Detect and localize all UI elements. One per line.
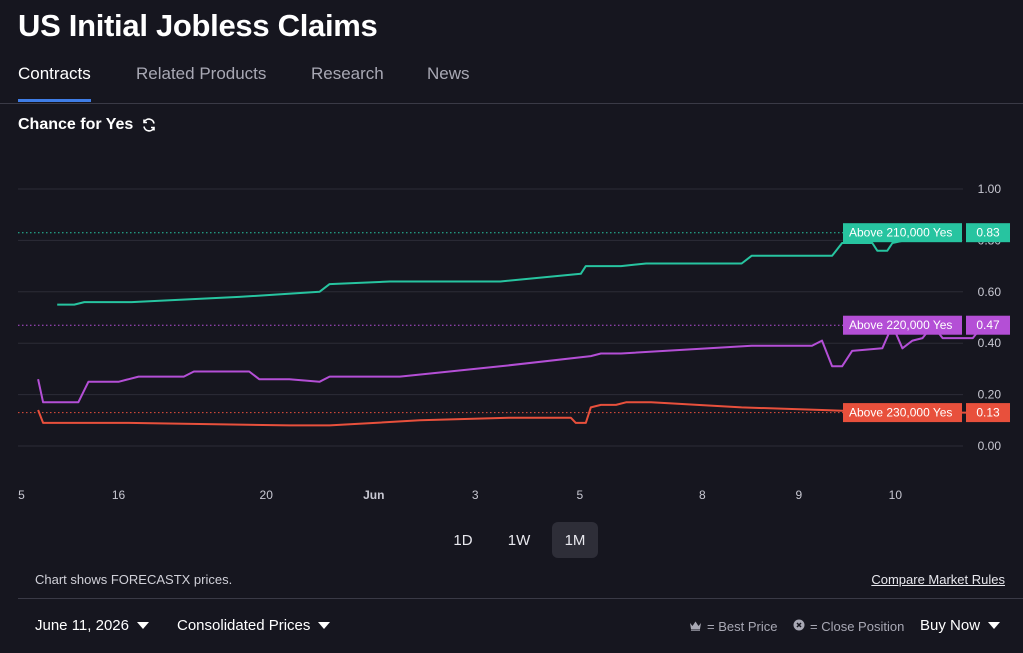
tab-contracts[interactable]: Contracts (18, 64, 91, 83)
series-line (37, 401, 983, 427)
refresh-icon[interactable] (141, 117, 157, 133)
series-label-text: Above 230,000 Yes (849, 406, 952, 420)
current-value-tag (966, 315, 1010, 335)
series-label-text: Above 210,000 Yes (849, 226, 952, 240)
chance-chart: 1.000.800.600.400.200.0051620Jun358910Ab… (18, 182, 1010, 502)
tab-related-products[interactable]: Related Products (136, 64, 267, 83)
series-label-tag (843, 403, 962, 423)
x-tick-label: 5 (576, 488, 583, 502)
x-tick-label: 8 (699, 488, 706, 502)
crown-icon (689, 619, 702, 634)
price-mode-dropdown[interactable]: Consolidated Prices (177, 617, 331, 634)
x-tick-label: 20 (260, 488, 274, 502)
range-1m-button[interactable]: 1M (552, 522, 598, 558)
chevron-down-icon (988, 622, 1001, 629)
buy-now-label: Buy Now (920, 617, 981, 634)
series-label-tag (843, 315, 962, 335)
x-tick-label: Jun (363, 488, 384, 502)
best-price-label: = Best Price (707, 619, 778, 634)
x-tick-label: 10 (889, 488, 903, 502)
x-tick-label: 9 (796, 488, 803, 502)
chart-header: Chance for Yes (18, 116, 157, 134)
footer-bar: June 11, 2026 Consolidated Prices = Best… (18, 598, 1023, 653)
date-value: June 11, 2026 (35, 617, 129, 634)
chance-label: Chance for Yes (18, 116, 134, 133)
chevron-down-icon (318, 622, 331, 629)
y-tick-label: 0.20 (978, 388, 1002, 402)
current-value-tag (966, 403, 1010, 423)
current-value-text: 0.13 (976, 406, 1000, 420)
close-position-label: = Close Position (810, 619, 905, 634)
tab-news[interactable]: News (427, 64, 470, 83)
price-mode-value: Consolidated Prices (177, 617, 311, 634)
compare-market-rules-link[interactable]: Compare Market Rules (871, 572, 1005, 587)
x-tick-label: 3 (472, 488, 479, 502)
range-1w-button[interactable]: 1W (507, 531, 531, 549)
series-line (37, 324, 984, 404)
y-tick-label: 0.00 (978, 439, 1002, 453)
series-label-text: Above 220,000 Yes (849, 318, 952, 332)
y-tick-label: 0.40 (978, 336, 1002, 350)
series-label-tag (843, 223, 962, 243)
y-tick-label: 1.00 (978, 182, 1002, 196)
current-value-text: 0.83 (976, 226, 1000, 240)
tab-research[interactable]: Research (311, 64, 384, 83)
best-price-legend: = Best Price (689, 619, 777, 634)
buy-now-dropdown[interactable]: Buy Now (920, 617, 1001, 634)
range-selector: 1D 1W 1M (440, 522, 598, 558)
close-circle-icon (793, 619, 805, 634)
x-tick-label: 16 (112, 488, 126, 502)
close-position-legend: = Close Position (793, 619, 904, 634)
range-1d-button[interactable]: 1D (453, 531, 473, 549)
page-title: US Initial Jobless Claims (18, 8, 378, 43)
chevron-down-icon (136, 622, 149, 629)
date-dropdown[interactable]: June 11, 2026 (35, 617, 149, 634)
series-line (57, 231, 933, 306)
current-value-text: 0.47 (976, 318, 1000, 332)
prices-note: Chart shows FORECASTX prices. (35, 572, 233, 587)
current-value-tag (966, 223, 1010, 243)
active-tab-indicator (18, 99, 91, 102)
y-tick-label: 0.60 (978, 285, 1002, 299)
tab-bar: Contracts Related Products Research News (0, 58, 1023, 104)
x-tick-label: 5 (18, 488, 25, 502)
